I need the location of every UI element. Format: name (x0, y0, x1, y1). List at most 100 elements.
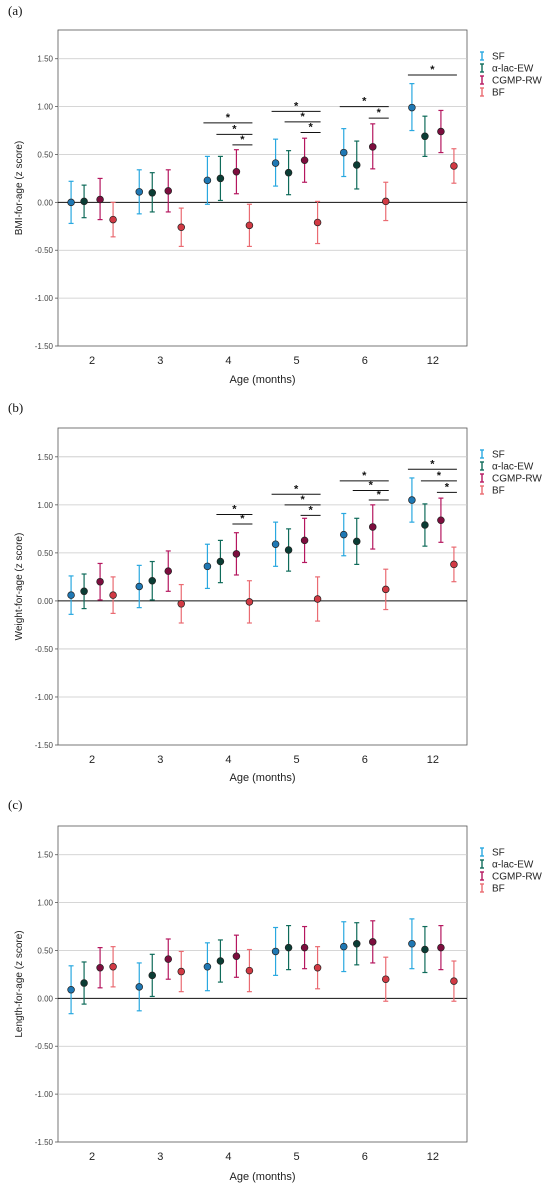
y-ticks-a: 1.50 1.00 0.50 0.00 -0.50 -1.00 -1.50 (35, 55, 58, 351)
x-tick-label: 6 (362, 1151, 368, 1163)
data-point (353, 161, 361, 169)
legend-item: SF (480, 51, 505, 63)
significance-star: * (377, 489, 382, 501)
data-point (340, 530, 348, 539)
significance-star: * (430, 64, 435, 76)
data-point (369, 523, 377, 531)
significance-star: * (369, 479, 374, 491)
data-point (450, 560, 458, 569)
y-axis-title-a: BMI-for-age (z score) (14, 141, 25, 235)
data-point (80, 197, 88, 206)
data-point (203, 562, 212, 571)
legend-label: BF (492, 884, 505, 895)
x-ticks-b: 2 3 4 5 6 12 (89, 754, 439, 766)
data-point (80, 979, 88, 987)
x-tick-label: 6 (362, 355, 368, 367)
data-point (408, 103, 416, 112)
y-tick-label: -1.50 (35, 741, 54, 750)
data-point (67, 591, 75, 599)
x-tick-label: 2 (89, 754, 95, 766)
significance-a: ********* (203, 64, 457, 146)
legend-item: CGMP-RW (480, 75, 542, 87)
data-point (382, 197, 390, 206)
significance-star: * (362, 470, 367, 482)
data-point (340, 942, 348, 951)
y-tick-label: -1.50 (35, 1138, 54, 1147)
legend-item: BF (480, 87, 505, 99)
y-tick-label: -1.00 (35, 693, 54, 702)
x-tick-label: 2 (89, 355, 95, 367)
plot-frame-b (57, 427, 468, 746)
data-point (109, 215, 117, 224)
data-point (313, 595, 322, 603)
data-marks-b (67, 477, 458, 624)
panel-label-a: (a) (8, 3, 22, 18)
data-point (80, 587, 88, 596)
gridlines-a (58, 58, 467, 299)
data-point (353, 940, 361, 948)
y-tick-label: 0.00 (37, 198, 53, 207)
data-point (421, 132, 429, 141)
data-point (300, 943, 309, 952)
data-point (177, 967, 186, 976)
data-point (284, 943, 293, 952)
legend-label: α-lac-EW (492, 462, 534, 473)
y-tick-label: 1.50 (37, 851, 53, 860)
data-point (148, 971, 157, 980)
panel-a: (a) 1.50 1.00 0.50 0.00 -0.50 -1.00 -1.50 2 3 4 5… (8, 3, 542, 386)
x-tick-label: 4 (225, 355, 231, 367)
y-tick-label: -0.50 (35, 246, 54, 255)
x-tick-label: 12 (427, 355, 439, 367)
y-tick-label: -1.00 (35, 294, 54, 303)
data-point (164, 955, 173, 963)
significance-star: * (232, 503, 237, 515)
x-tick-label: 12 (427, 1151, 439, 1163)
legend-item: CGMP-RW (480, 473, 542, 485)
legend-label: CGMP-RW (492, 872, 542, 883)
significance-star: * (308, 504, 313, 516)
data-point (177, 223, 186, 232)
legend-label: BF (492, 88, 505, 99)
panel-c: (c) 1.50 1.00 0.50 0.00 -0.50 -1.00 -1.50 2 3 4 5… (8, 797, 542, 1183)
data-point (245, 221, 254, 230)
significance-b: *********** (216, 458, 457, 525)
data-point (203, 963, 212, 971)
x-tick-label: 5 (294, 1151, 300, 1163)
panel-b: (b) 1.50 1.00 0.50 0.00 -0.50 -1.00 -1.50 2 3 4 5… (8, 400, 542, 784)
y-tick-label: 1.00 (37, 103, 53, 112)
significance-star: * (362, 96, 367, 108)
significance-star: * (300, 111, 305, 123)
y-axis-title-b: Weight-for-age (z score) (14, 533, 25, 641)
gridlines-c (58, 854, 467, 1095)
x-tick-label: 5 (294, 355, 300, 367)
x-axis-title-c: Age (months) (229, 1171, 295, 1183)
data-point (369, 938, 377, 946)
data-point (271, 159, 280, 167)
legend-label: BF (492, 486, 505, 497)
data-point (232, 550, 241, 558)
legend-label: SF (492, 450, 505, 461)
gridlines-b (58, 456, 467, 698)
data-point (408, 496, 416, 504)
y-tick-label: 0.50 (37, 549, 53, 558)
y-tick-label: 0.00 (37, 597, 53, 606)
plot-frame-a (57, 29, 468, 347)
data-point (284, 546, 293, 554)
data-point (164, 567, 173, 575)
data-point (216, 957, 225, 965)
significance-star: * (294, 100, 299, 112)
y-tick-label: 1.00 (37, 501, 53, 510)
data-point (203, 176, 212, 185)
data-point (135, 188, 144, 196)
data-point (148, 576, 157, 585)
x-ticks-a: 2 3 4 5 6 12 (89, 355, 439, 367)
significance-star: * (308, 121, 313, 133)
data-point (232, 952, 241, 960)
data-point (96, 577, 104, 586)
legend-item: α-lac-EW (480, 461, 534, 473)
data-point (353, 537, 361, 546)
significance-star: * (300, 494, 305, 506)
x-tick-label: 12 (427, 754, 439, 766)
